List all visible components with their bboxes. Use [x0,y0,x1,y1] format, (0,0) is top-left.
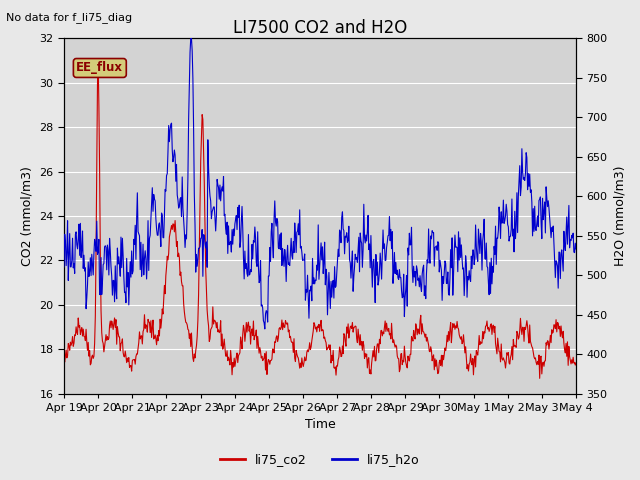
Legend: li75_co2, li75_h2o: li75_co2, li75_h2o [215,448,425,471]
Title: LI7500 CO2 and H2O: LI7500 CO2 and H2O [233,19,407,37]
Y-axis label: CO2 (mmol/m3): CO2 (mmol/m3) [20,166,34,266]
Text: No data for f_li75_diag: No data for f_li75_diag [6,12,132,23]
Y-axis label: H2O (mmol/m3): H2O (mmol/m3) [613,166,626,266]
X-axis label: Time: Time [305,418,335,431]
Text: EE_flux: EE_flux [76,61,124,74]
